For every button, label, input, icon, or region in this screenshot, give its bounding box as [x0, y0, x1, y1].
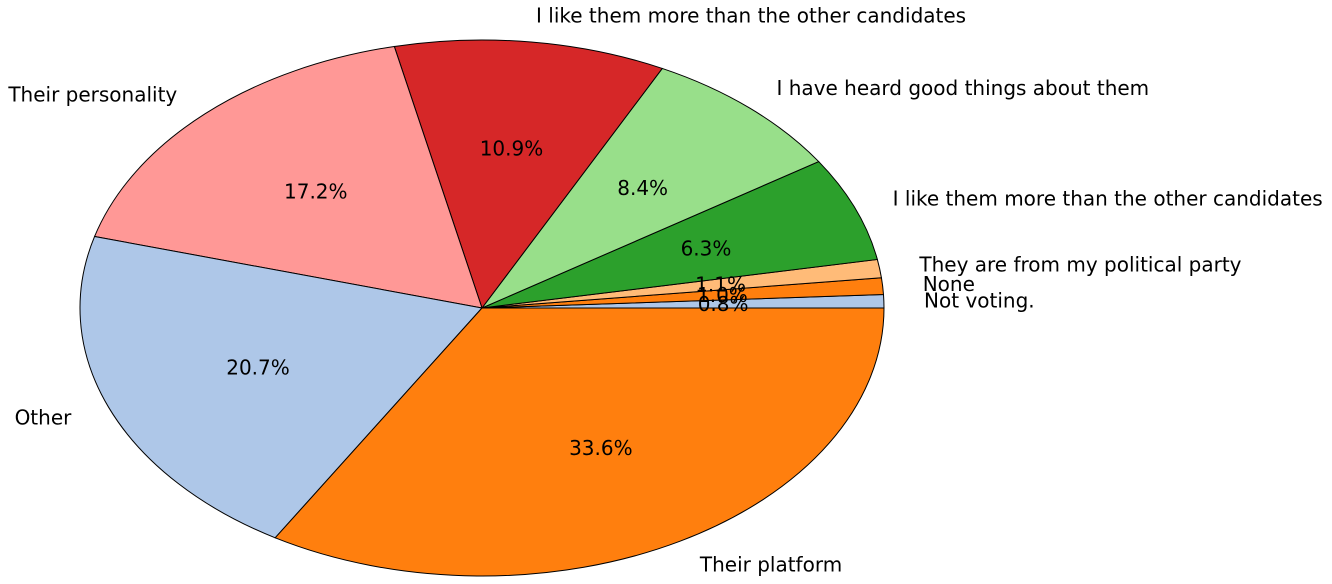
pie-percent-label: 8.4%	[617, 176, 668, 200]
pie-percent-label: 1.0%	[697, 283, 748, 307]
pie-percent-label: 33.6%	[569, 436, 633, 460]
pie-category-label: I like them more than the other candidat…	[536, 3, 966, 27]
pie-percent-label: 0.8%	[698, 292, 749, 316]
pie-category-label: Other	[15, 405, 73, 429]
pie-category-label: Not voting.	[924, 289, 1035, 313]
pie-percent-label: 10.9%	[480, 136, 544, 160]
pie-category-label: I like them more than the other candidat…	[893, 187, 1323, 211]
percent-labels: 0.8%1.0%1.1% 6.3% 8.4% 10.9% 17.2% 20.7% 33.6%	[226, 136, 748, 460]
pie-percent-label: 1.1%	[695, 272, 746, 296]
pie-category-label: Their platform	[699, 553, 842, 577]
pie-slice-5-i-have-heard-good-things-about-them	[480, 67, 820, 310]
pie-slice-4-i-like-them-more-than-the-other-candidates	[481, 160, 878, 309]
pie-category-label: None	[923, 272, 975, 296]
pie-slice-6-i-like-them-more-than-the-other-candidates	[393, 39, 664, 310]
pie-slice-7-their-personality	[93, 45, 483, 309]
pie-category-label: I have heard good things about them	[777, 76, 1150, 100]
pie-slice-9-their-platform	[274, 307, 885, 577]
pie-slice-8-other	[79, 235, 483, 539]
pie-category-label: Their personality	[7, 82, 177, 106]
pie-percent-label: 20.7%	[226, 356, 290, 380]
pie-percent-label: 17.2%	[284, 179, 348, 203]
pie-slices	[79, 39, 885, 577]
pie-percent-label: 6.3%	[681, 236, 732, 260]
pie-category-label: They are from my political party	[918, 253, 1241, 277]
